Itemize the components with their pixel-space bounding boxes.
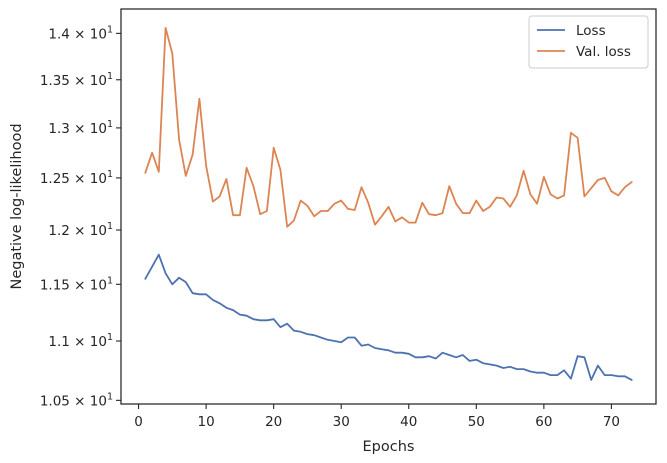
plot-frame [120, 8, 657, 405]
series-layer [144, 26, 633, 381]
y-tick-label: 1.25 × 101 [40, 169, 113, 187]
y-tick-label: 1.05 × 101 [40, 391, 113, 409]
y-tick-label: 1.1 × 101 [48, 332, 113, 350]
legend-entry-val-loss: Val. loss [576, 44, 631, 60]
y-tick-label: 1.35 × 101 [40, 71, 113, 89]
series-line-val-loss [144, 26, 633, 228]
x-axis: 0 10 20 30 40 50 60 70 [134, 404, 620, 430]
x-tick-label: 0 [134, 414, 143, 430]
x-tick-label: 40 [400, 414, 417, 430]
x-tick-label: 60 [535, 414, 552, 430]
y-tick-label: 1.2 × 101 [48, 221, 113, 239]
y-tick-label: 1.3 × 101 [48, 119, 113, 137]
legend-box [528, 15, 649, 69]
x-tick-label: 70 [603, 414, 620, 430]
x-tick-label: 30 [333, 414, 350, 430]
legend: Loss Val. loss [528, 15, 649, 69]
y-tick-label: 1.15 × 101 [40, 275, 113, 293]
legend-entry-loss: Loss [576, 23, 606, 39]
x-tick-label: 10 [198, 414, 215, 430]
x-tick-label: 20 [265, 414, 282, 430]
x-tick-label: 50 [468, 414, 485, 430]
y-axis-label: Negative log-likelihood [9, 123, 25, 289]
series-line-loss [144, 253, 633, 381]
y-axis: 1.05 × 101 1.1 × 101 1.15 × 101 1.2 × 101 1.… [40, 24, 121, 409]
y-tick-label: 1.4 × 101 [48, 24, 113, 42]
x-axis-label: Epochs [363, 439, 415, 455]
